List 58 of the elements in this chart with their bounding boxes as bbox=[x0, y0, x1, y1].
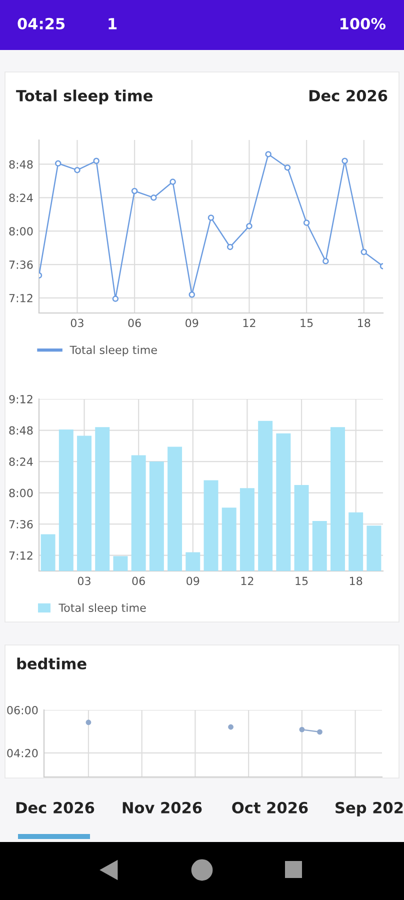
x-tick-label: 03 bbox=[78, 576, 90, 586]
point bbox=[317, 729, 322, 735]
point bbox=[303, 220, 310, 226]
text: Dec 2026 bbox=[16, 802, 94, 814]
point bbox=[150, 194, 157, 201]
y-tick-label: 8:24 bbox=[9, 458, 33, 466]
text: 1 bbox=[108, 18, 117, 30]
text: 04:25 bbox=[18, 18, 65, 30]
y-tick-label: 8:00 bbox=[9, 227, 33, 236]
point bbox=[284, 164, 291, 171]
point bbox=[226, 244, 234, 250]
point bbox=[188, 291, 196, 298]
y-tick-label: 04:20 bbox=[7, 748, 38, 758]
y-tick-label: 8:48 bbox=[9, 160, 33, 169]
x-tick-label: 12 bbox=[241, 576, 254, 585]
point bbox=[112, 296, 119, 302]
x-tick-label: 06 bbox=[128, 318, 141, 328]
point bbox=[74, 166, 80, 174]
x-tick-label: 09 bbox=[186, 318, 198, 328]
legend-label: Total sleep time bbox=[70, 345, 157, 356]
y-tick-label: 7:12 bbox=[9, 294, 32, 302]
text: Sep 202 bbox=[336, 802, 403, 816]
y-tick-label: 7:36 bbox=[9, 520, 33, 528]
chart-subtitle: Dec 2026 bbox=[309, 90, 388, 102]
x-tick-label: 09 bbox=[186, 576, 200, 586]
y-tick-label: 7:12 bbox=[9, 551, 32, 560]
x-tick-label: 18 bbox=[350, 576, 362, 586]
x-tick-label: 18 bbox=[358, 318, 370, 328]
point bbox=[246, 222, 252, 230]
point bbox=[208, 214, 214, 221]
y-tick-label: 8:48 bbox=[9, 426, 33, 435]
point bbox=[93, 158, 100, 164]
y-tick-label: 8:24 bbox=[9, 194, 33, 202]
x-tick-label: 03 bbox=[70, 318, 84, 328]
point bbox=[299, 726, 305, 732]
point bbox=[54, 160, 62, 167]
legend-label: Total sleep time bbox=[58, 603, 146, 614]
y-tick-label: 9:12 bbox=[9, 394, 32, 404]
x-tick-label: 15 bbox=[300, 318, 313, 328]
point bbox=[342, 158, 348, 164]
x-tick-label: 06 bbox=[132, 576, 145, 586]
text: 100% bbox=[340, 18, 386, 30]
y-tick-label: 7:36 bbox=[9, 260, 33, 269]
x-tick-label: 12 bbox=[243, 318, 256, 327]
y-tick-label: 8:00 bbox=[9, 488, 33, 498]
point bbox=[322, 258, 329, 264]
point bbox=[265, 151, 272, 158]
y-tick-label: 06:00 bbox=[7, 706, 38, 714]
x-tick-label: 15 bbox=[296, 576, 308, 586]
text: Oct 2026 bbox=[232, 802, 308, 814]
text: Nov 2026 bbox=[122, 802, 202, 814]
point bbox=[360, 248, 368, 256]
chart-title: Total sleep time bbox=[16, 90, 152, 104]
point bbox=[86, 720, 92, 726]
point bbox=[228, 724, 234, 730]
point bbox=[131, 188, 138, 194]
point bbox=[170, 178, 176, 185]
chart-title: bedtime bbox=[17, 658, 86, 670]
